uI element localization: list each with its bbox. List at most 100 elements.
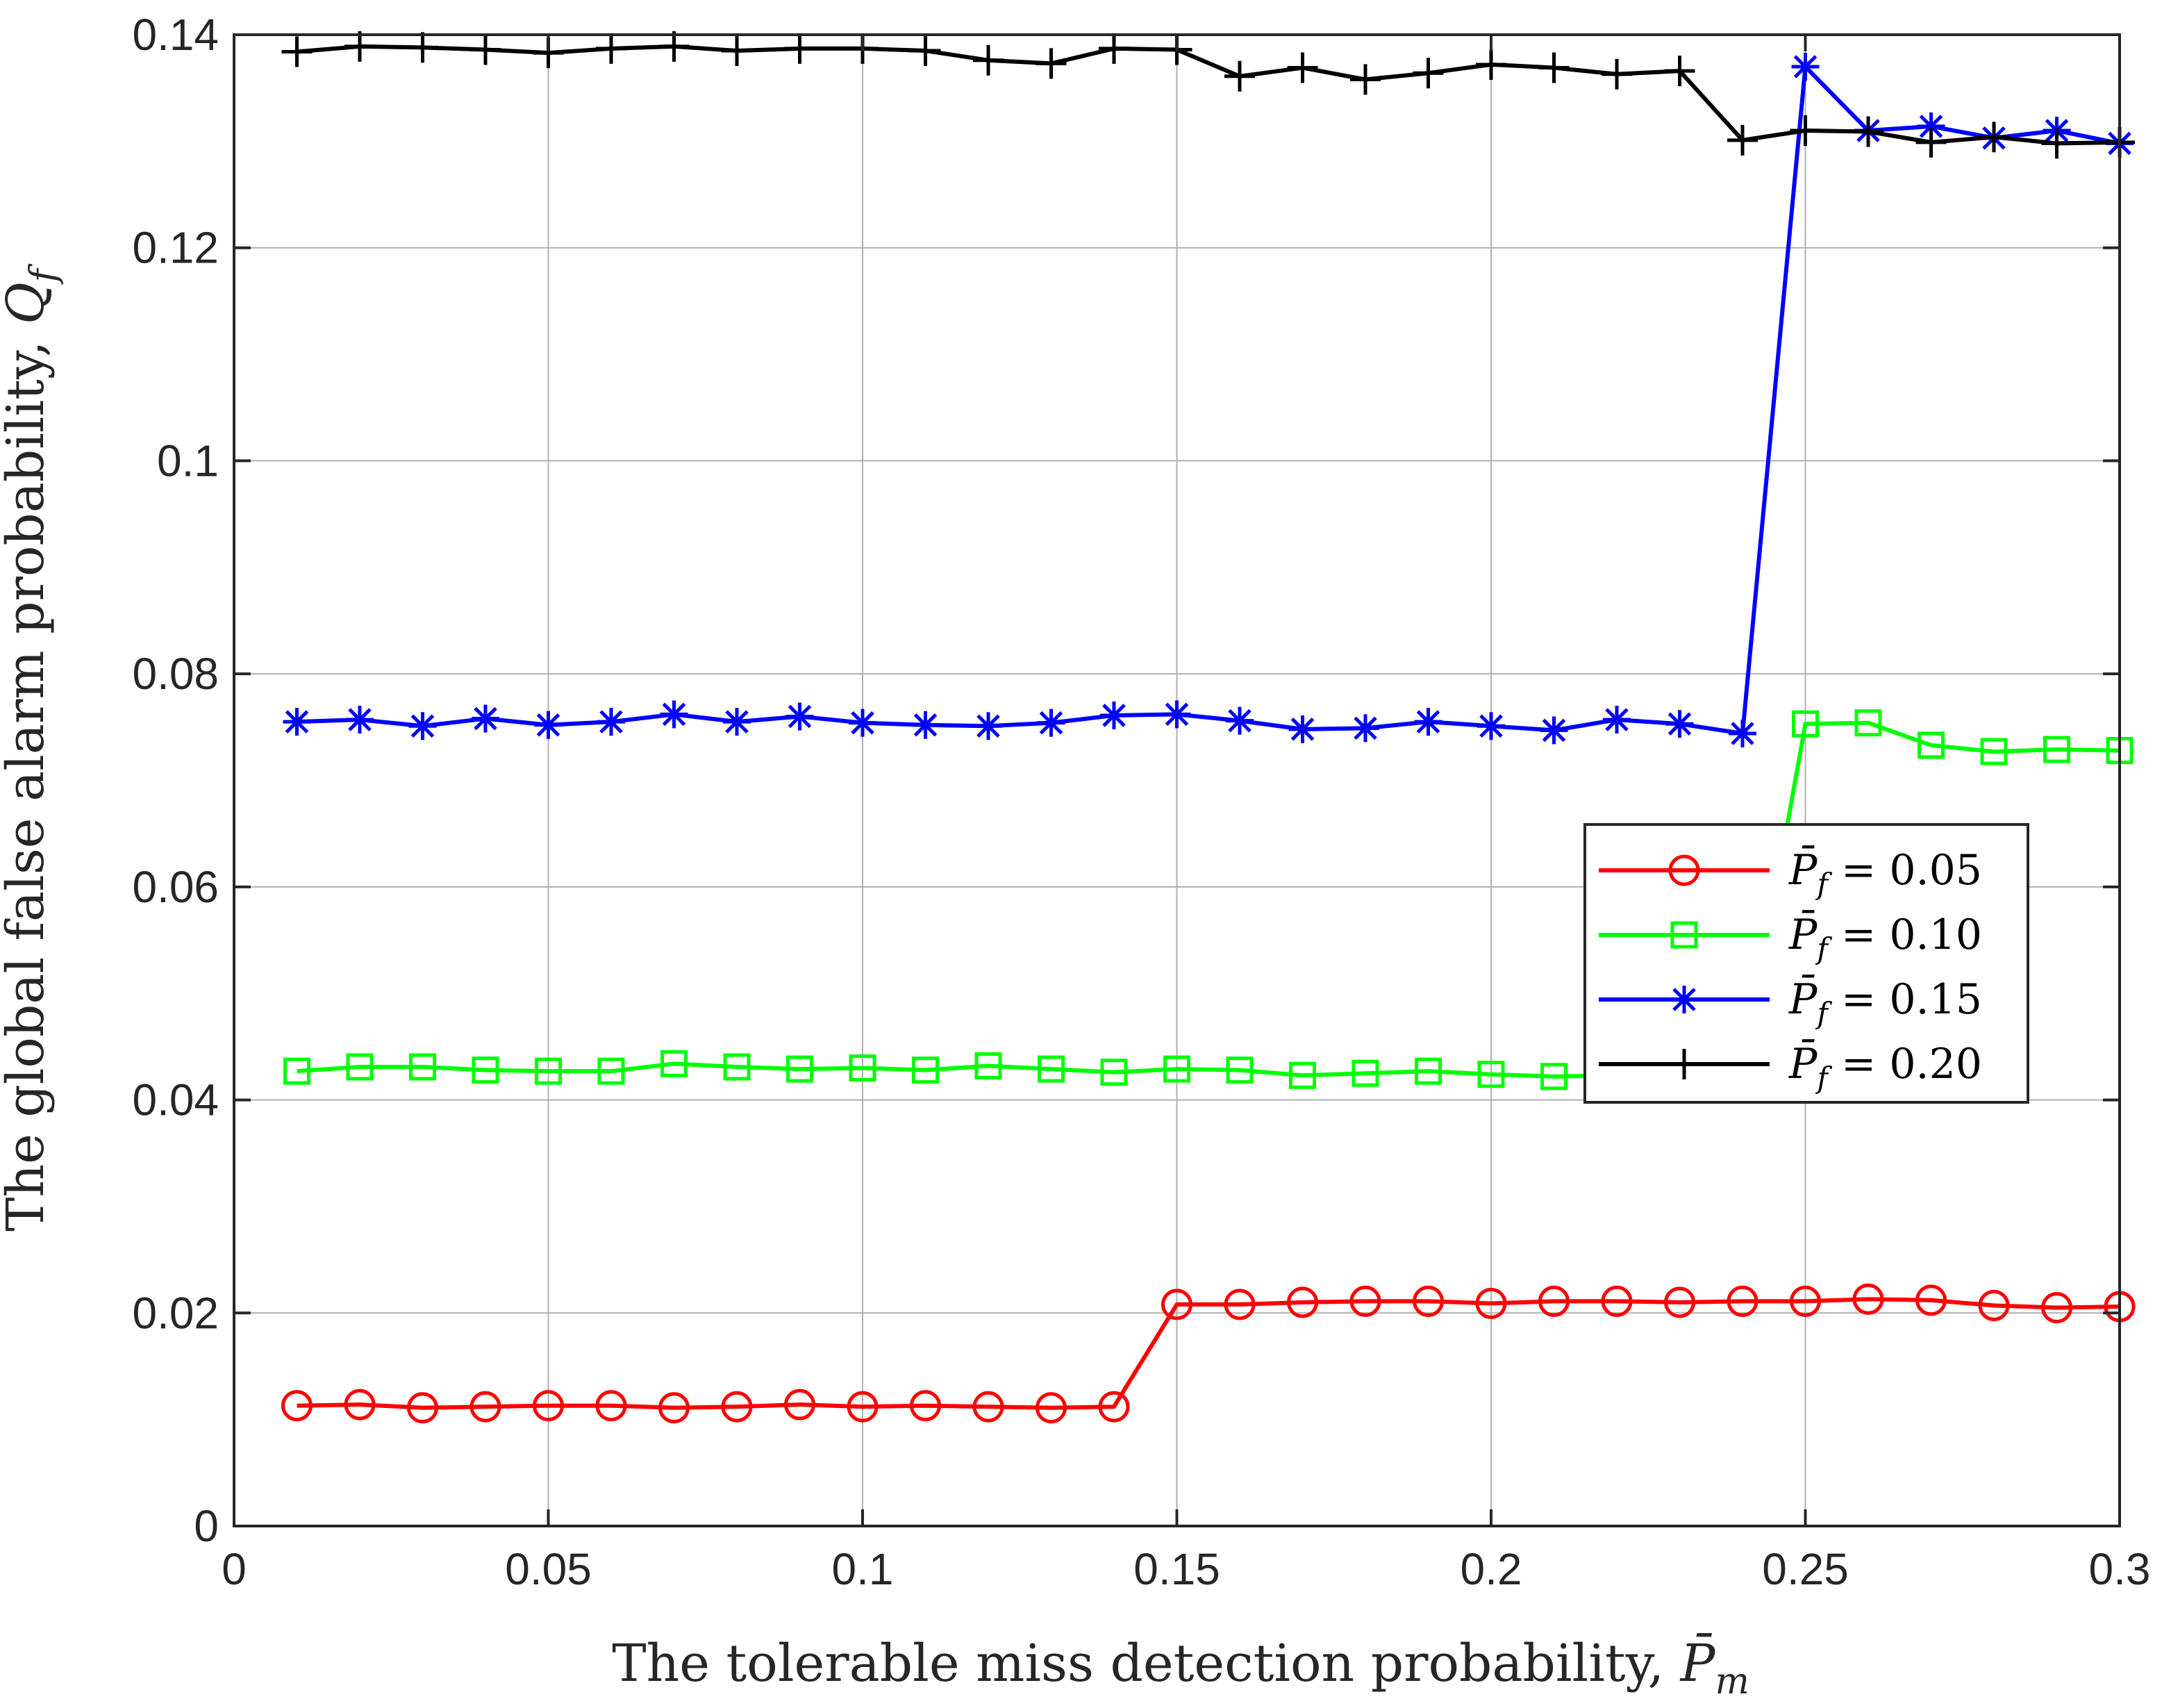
data-point: [1538, 1285, 1570, 1317]
data-point: [1852, 1283, 1884, 1315]
data-point: [1790, 115, 1821, 147]
data-point: [723, 1053, 751, 1081]
series-asterisk: [283, 53, 2134, 748]
data-point: [722, 35, 752, 67]
data-point: [1540, 716, 1568, 745]
data-point: [2041, 128, 2072, 159]
legend-label: P̄f = 0.05: [1788, 845, 1982, 901]
data-point: [1727, 124, 1758, 156]
data-point: [407, 1392, 438, 1424]
data-point: [1226, 706, 1254, 735]
data-point: [344, 1388, 376, 1420]
x-tick-label: 0.3: [2089, 1544, 2151, 1594]
x-axis-label: The tolerable miss detection probability…: [612, 1633, 1749, 1702]
data-point: [1915, 126, 1947, 158]
data-point: [1477, 712, 1505, 740]
legend-marker: [1668, 854, 1700, 886]
data-point: [407, 32, 438, 63]
y-tick-label: 0.06: [132, 862, 219, 912]
data-point: [409, 1053, 436, 1081]
data-point: [660, 1050, 688, 1077]
y-tick-label: 0.04: [132, 1075, 219, 1125]
series-plus: [281, 31, 2135, 159]
legend: P̄f = 0.05 P̄f = 0.10 P̄f = 0.15 P̄f = 0.20: [1583, 823, 2029, 1104]
y-tick-label: 0.02: [132, 1288, 219, 1338]
data-point: [281, 1390, 313, 1422]
data-point: [1100, 701, 1128, 729]
x-axis-label-symbol: P̄: [1679, 1633, 1716, 1693]
legend-entry: P̄f = 0.20: [1599, 1039, 1982, 1095]
data-point: [1664, 1286, 1695, 1318]
data-point: [1917, 112, 1945, 140]
data-point: [1036, 1392, 1067, 1424]
data-point: [1352, 1059, 1379, 1087]
x-tick-label: 0.1: [832, 1544, 894, 1594]
x-tick-label: 0.05: [505, 1544, 592, 1594]
data-point: [1540, 1063, 1568, 1091]
data-point: [1100, 1059, 1128, 1086]
data-point: [1415, 1057, 1442, 1085]
legend-entries: P̄f = 0.05 P̄f = 0.10 P̄f = 0.15 P̄f = 0.20: [1599, 845, 1982, 1095]
data-point: [1099, 33, 1129, 64]
data-point: [721, 1391, 753, 1423]
data-point: [1978, 1290, 2010, 1322]
y-tick-label: 0.08: [132, 649, 219, 699]
data-point: [1288, 715, 1317, 743]
data-point: [974, 712, 1002, 740]
data-point: [1352, 714, 1379, 743]
data-point: [597, 1057, 625, 1085]
data-point: [1413, 58, 1444, 89]
data-point: [1979, 122, 2009, 153]
data-point: [1792, 710, 1819, 738]
data-point: [1226, 1056, 1254, 1084]
data-point: [1602, 58, 1632, 90]
data-point: [1915, 1284, 1947, 1316]
data-point: [408, 712, 437, 740]
data-point: [786, 1055, 813, 1083]
legend-entry: P̄f = 0.15: [1599, 975, 1982, 1030]
data-point: [1665, 710, 1694, 738]
series-line: [297, 65, 2120, 736]
legend-entry: P̄f = 0.05: [1599, 845, 1982, 901]
legend-label: P̄f = 0.10: [1788, 910, 1982, 965]
data-point: [470, 34, 501, 65]
data-point: [534, 711, 563, 739]
x-axis-label-subscript: m: [1715, 1661, 1749, 1702]
data-point: [472, 1056, 499, 1084]
series-circle: [281, 1283, 2136, 1424]
legend-marker: [1670, 986, 1698, 1013]
data-point: [1161, 1288, 1192, 1320]
data-point: [911, 711, 940, 739]
data-point: [597, 708, 625, 736]
data-point: [658, 31, 690, 62]
y-tick-label: 0.1: [157, 436, 219, 486]
data-point: [1918, 731, 1945, 759]
data-point: [910, 35, 941, 67]
data-point: [910, 1390, 941, 1422]
x-tick-label: 0.2: [1461, 1544, 1522, 1594]
data-point: [472, 704, 499, 733]
data-point: [1729, 720, 1756, 748]
gridlines: [234, 35, 2120, 1526]
data-point: [535, 1057, 562, 1085]
y-tick-label: 0.14: [132, 10, 219, 60]
data-point: [595, 1390, 627, 1422]
x-axis-label-text: The tolerable miss detection probability…: [612, 1634, 1680, 1693]
series-line: [297, 1297, 2120, 1410]
legend-entry: P̄f = 0.10: [1599, 910, 1982, 965]
data-point: [1727, 1285, 1758, 1317]
data-point: [1349, 1285, 1381, 1317]
y-axis-label-text: The global false alarm probability,: [0, 324, 56, 1232]
y-axis-label-symbol: Q: [0, 282, 56, 324]
data-point: [2041, 1292, 2072, 1324]
data-point: [1350, 64, 1381, 95]
data-point: [1414, 708, 1442, 736]
data-point: [346, 1053, 374, 1081]
data-point: [283, 708, 311, 736]
legend-marker: [1670, 921, 1698, 949]
legend-label: P̄f = 0.15: [1788, 975, 1982, 1030]
series-line: [297, 44, 2120, 146]
data-point: [1477, 1061, 1505, 1088]
data-point: [849, 708, 876, 737]
data-point: [1603, 706, 1631, 734]
